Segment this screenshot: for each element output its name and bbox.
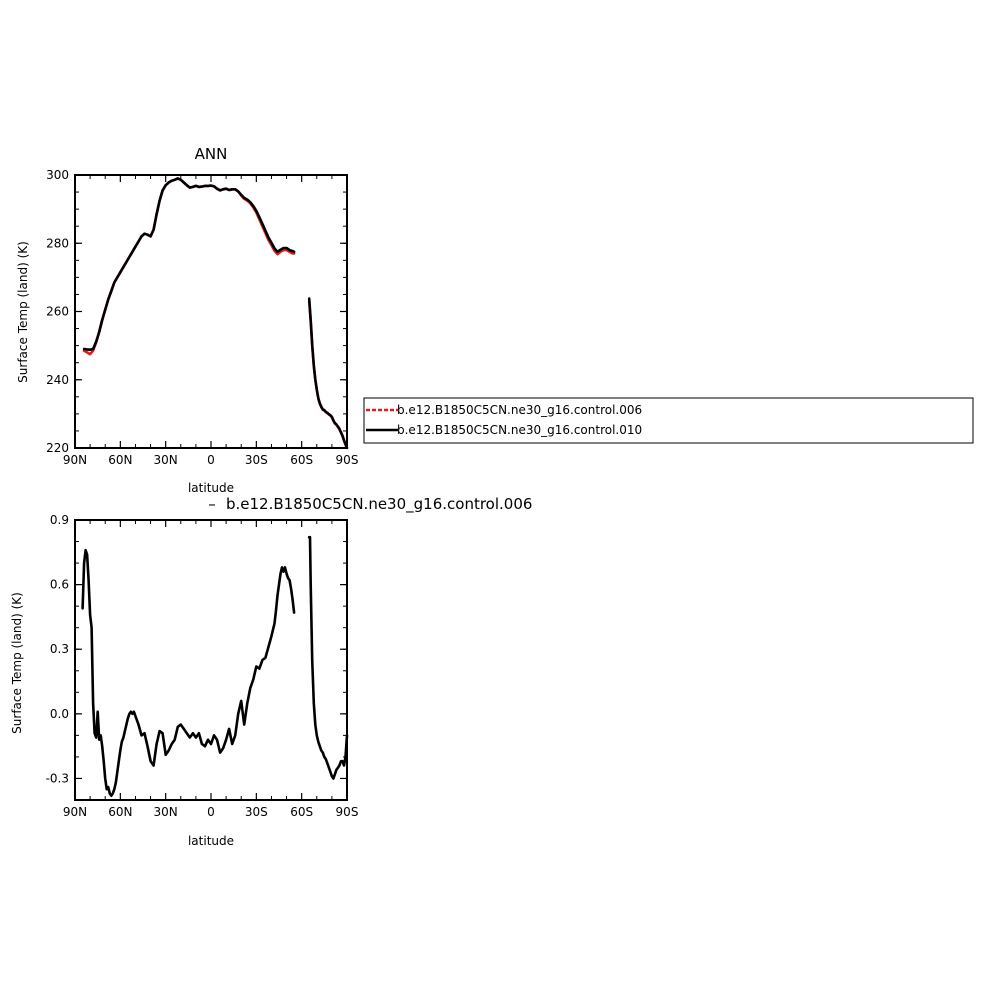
bottom-title-marker: – <box>208 495 216 513</box>
bottom-y-tick-label-0: 0.9 <box>50 513 69 527</box>
legend-label-006: b.e12.B1850C5CN.ne30_g16.control.006 <box>397 403 642 417</box>
bottom-y-tick-label-3: 0.0 <box>50 707 69 721</box>
top-series-1-segment-1 <box>307 297 349 449</box>
bottom-plot-area: 90N 60N 30N 0 30S 60S 90S 0.9 0.6 0.3 0.0 -0.3 <box>46 513 359 819</box>
legend: b.e12.B1850C5CN.ne30_g16.control.006 b.e… <box>363 397 974 444</box>
legend-label-010: b.e12.B1850C5CN.ne30_g16.control.010 <box>397 423 642 437</box>
top-x-tick-label-5: 60S <box>290 453 313 467</box>
bottom-x-axis-label: latitude <box>188 834 234 848</box>
bottom-panel: – b.e12.B1850C5CN.ne30_g16.control.006 l… <box>10 495 532 848</box>
top-x-tick-label-0: 90N <box>63 453 87 467</box>
top-y-tick-label-0: 220 <box>46 441 69 455</box>
top-x-tick-label-1: 60N <box>108 453 132 467</box>
bottom-x-tick-label-4: 30S <box>245 805 268 819</box>
top-y-tick-label-3: 280 <box>46 236 69 250</box>
top-plot-frame <box>74 174 348 449</box>
legend-frame <box>363 397 974 444</box>
top-x-tick-label-3: 0 <box>207 453 215 467</box>
bottom-plot-frame <box>74 519 348 801</box>
bottom-x-tick-label-2: 30N <box>154 805 178 819</box>
bottom-x-tick-label-1: 60N <box>108 805 132 819</box>
bottom-chart-title: b.e12.B1850C5CN.ne30_g16.control.006 <box>226 495 532 514</box>
top-series-0-segment-0 <box>82 177 296 356</box>
bottom-x-tick-label-6: 90S <box>336 805 359 819</box>
top-y-axis-label: Surface Temp (land) (K) <box>16 241 30 383</box>
bottom-y-tick-label-1: 0.6 <box>50 578 69 592</box>
bottom-series-0-segment-1 <box>307 535 349 780</box>
bottom-x-tick-label-3: 0 <box>207 805 215 819</box>
top-panel: ANN latitude Surface Temp (land) (K) 90N… <box>16 145 358 495</box>
top-plot-area: 90N 60N 30N 0 30S 60S 90S 220 240 260 280 300 <box>46 168 358 467</box>
bottom-series-0-segment-0 <box>81 548 296 797</box>
top-x-tick-label-6: 90S <box>336 453 359 467</box>
top-y-tick-label-2: 260 <box>46 305 69 319</box>
bottom-y-tick-label-4: -0.3 <box>46 771 69 785</box>
top-x-tick-label-4: 30S <box>245 453 268 467</box>
top-series-1-segment-0 <box>82 177 296 351</box>
bottom-y-axis-label: Surface Temp (land) (K) <box>10 592 24 734</box>
top-chart-title: ANN <box>195 145 228 163</box>
top-y-tick-label-4: 300 <box>46 168 69 182</box>
bottom-x-tick-label-0: 90N <box>63 805 87 819</box>
top-x-axis-label: latitude <box>188 481 234 495</box>
bottom-x-tick-label-5: 60S <box>290 805 313 819</box>
top-y-tick-label-1: 240 <box>46 373 69 387</box>
top-x-tick-label-2: 30N <box>154 453 178 467</box>
bottom-y-tick-label-2: 0.3 <box>50 642 69 656</box>
